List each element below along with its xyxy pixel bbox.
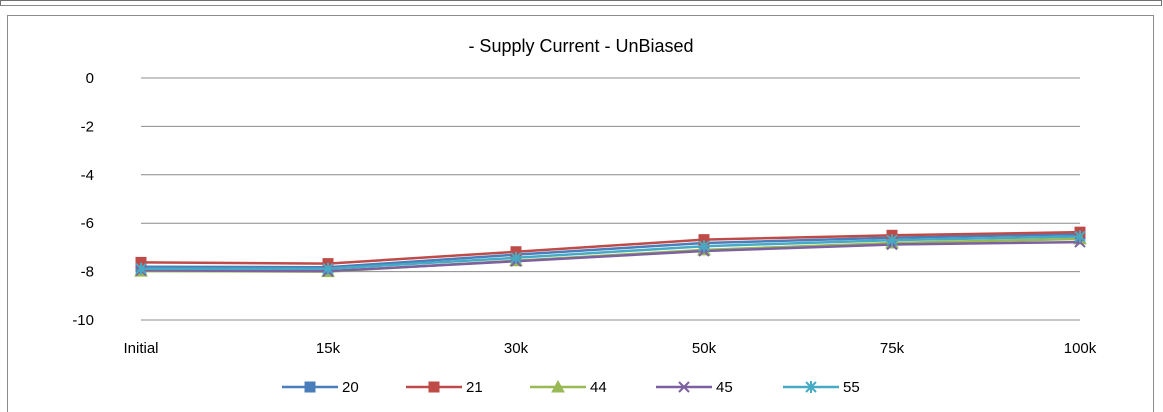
top-border-strip xyxy=(0,0,1162,6)
y-tick-label: -2 xyxy=(81,118,94,135)
legend-label: 21 xyxy=(466,379,483,396)
y-tick-label: -4 xyxy=(81,167,94,184)
data-point xyxy=(135,262,147,275)
x-tick-label: 15k xyxy=(316,340,341,357)
legend-marker xyxy=(805,381,817,393)
legend-label: 20 xyxy=(342,379,359,396)
legend-item-20: 20 xyxy=(282,379,359,396)
x-tick-label: 100k xyxy=(1064,340,1097,357)
series-line xyxy=(140,232,1081,269)
legend-label: 44 xyxy=(590,379,607,396)
legend-marker xyxy=(678,381,690,393)
x-tick-label: 30k xyxy=(504,340,529,357)
series-lines xyxy=(134,226,1087,278)
legend-item-55: 55 xyxy=(783,379,860,396)
series-45 xyxy=(135,236,1086,277)
legend-item-44: 44 xyxy=(530,379,607,396)
legend-label: 45 xyxy=(716,379,733,396)
y-tick-label: -6 xyxy=(81,215,94,232)
data-point xyxy=(510,251,522,264)
data-point xyxy=(886,234,898,247)
y-tick-label: 0 xyxy=(86,70,94,87)
x-axis-ticks: Initial 15k 30k 50k 75k 100k xyxy=(123,340,1096,357)
x-tick-label: Initial xyxy=(123,340,158,357)
gridlines xyxy=(141,77,1080,321)
data-point xyxy=(1074,230,1086,243)
chart-area xyxy=(7,15,1154,412)
series-55 xyxy=(135,230,1086,275)
legend-marker xyxy=(304,381,316,393)
x-tick-label: 75k xyxy=(880,340,905,357)
legend-item-21: 21 xyxy=(406,379,483,396)
legend-item-45: 45 xyxy=(656,379,733,396)
y-axis-ticks: 0 -2 -4 -6 -8 -10 xyxy=(72,70,94,329)
series-line xyxy=(140,240,1081,273)
x-tick-label: 50k xyxy=(692,340,717,357)
legend-marker xyxy=(551,379,565,393)
chart-title: - Supply Current - UnBiased xyxy=(468,36,693,56)
data-point xyxy=(698,240,710,253)
series-line xyxy=(140,230,1081,265)
series-line xyxy=(141,235,1081,270)
legend-marker xyxy=(428,381,440,393)
data-point xyxy=(322,262,334,275)
legend: 20 21 44 45 55 xyxy=(282,379,860,396)
y-tick-label: -10 xyxy=(72,312,94,329)
legend-label: 55 xyxy=(843,379,860,396)
y-tick-label: -8 xyxy=(81,264,94,281)
